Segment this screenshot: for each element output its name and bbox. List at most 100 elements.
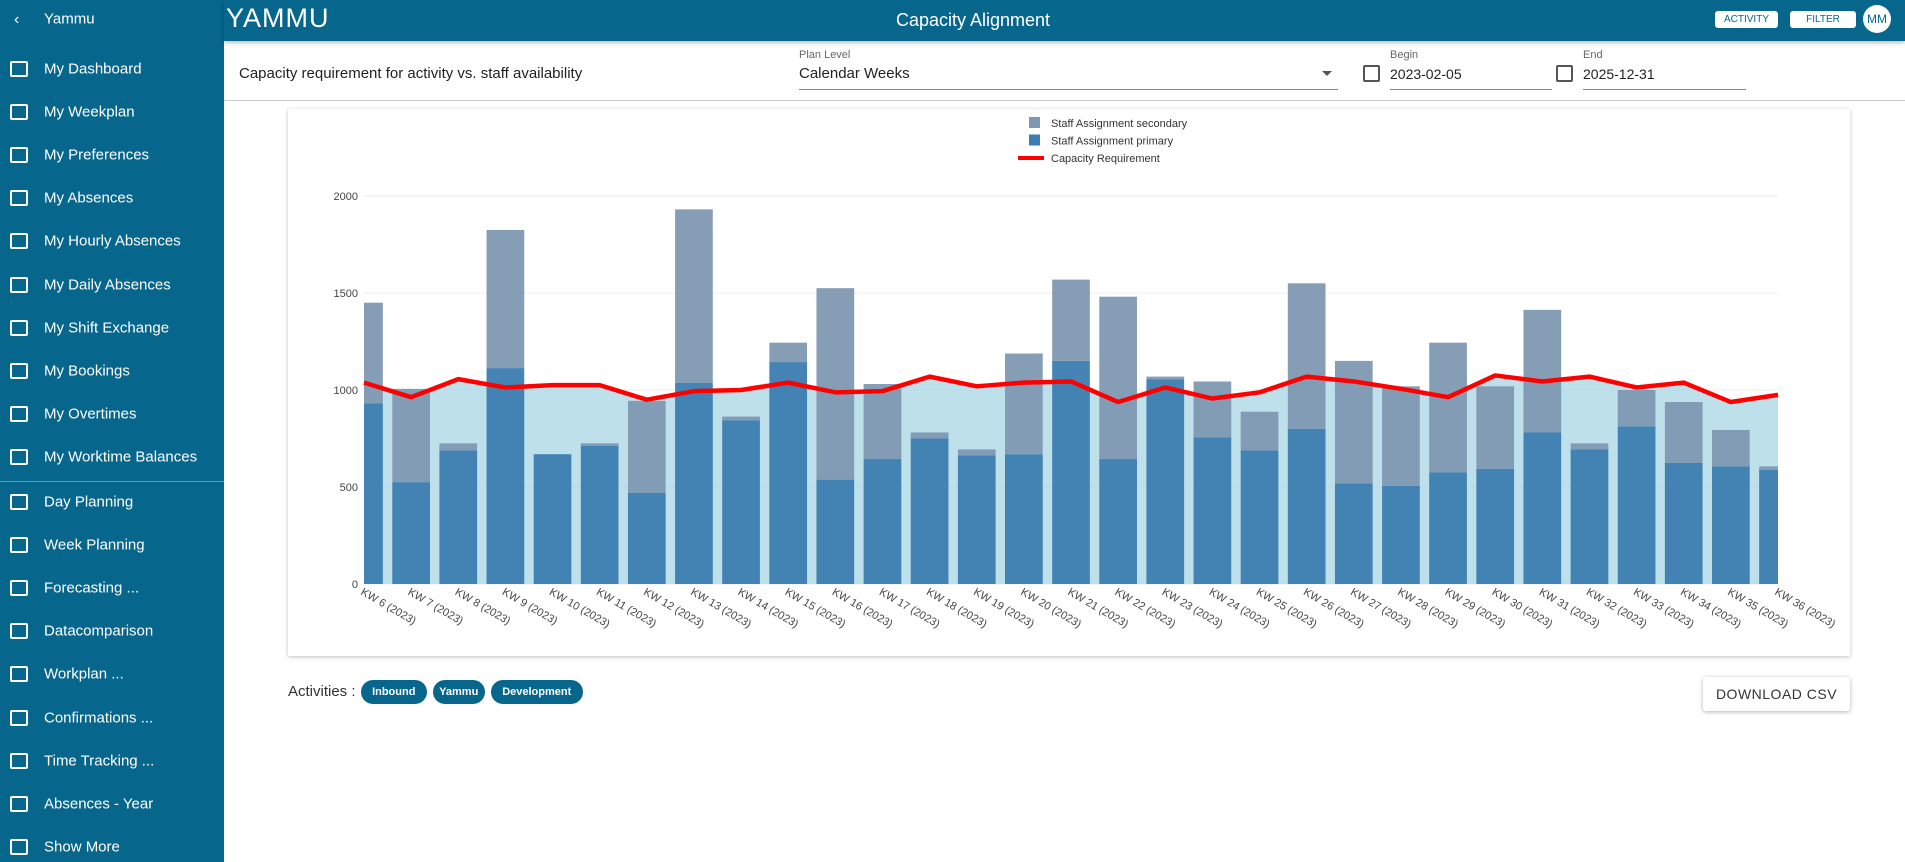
menu-item[interactable]: My Absences <box>44 190 133 207</box>
menu-item[interactable]: My Worktime Balances <box>44 448 197 465</box>
calendar-icon[interactable] <box>1556 65 1573 82</box>
menu-item[interactable]: My Hourly Absences <box>44 233 181 250</box>
dropdown-arrow[interactable] <box>1322 71 1332 76</box>
bar <box>1146 379 1184 584</box>
bar <box>1288 429 1326 584</box>
menu-item[interactable]: My Daily Absences <box>44 276 171 293</box>
bar <box>722 420 760 584</box>
bar <box>1288 283 1326 429</box>
end-label: End <box>1583 49 1603 61</box>
menu-icon <box>10 666 28 682</box>
bar <box>722 417 760 421</box>
sidebar-title: Yammu <box>44 11 95 28</box>
end-value[interactable]: 2025-12-31 <box>1583 66 1655 82</box>
menu-icon <box>10 406 28 422</box>
menu-item[interactable]: Forecasting ... <box>44 580 139 597</box>
bar <box>1241 451 1279 584</box>
menu-item[interactable]: My Bookings <box>44 362 130 379</box>
bar <box>1665 463 1703 584</box>
bar <box>675 383 713 584</box>
menu-item[interactable]: My Shift Exchange <box>44 319 169 336</box>
begin-underline <box>1390 89 1552 90</box>
begin-label: Begin <box>1390 49 1418 61</box>
bar <box>769 362 807 584</box>
menu-icon <box>10 277 28 293</box>
menu-icon <box>10 147 28 163</box>
menu-item[interactable]: My Dashboard <box>44 61 142 78</box>
back-chevron[interactable]: ‹ <box>14 11 19 29</box>
sidebar-divider <box>0 481 224 482</box>
bar <box>1618 426 1656 584</box>
bar <box>1618 390 1656 426</box>
legend-swatch <box>1029 117 1040 128</box>
bar <box>816 480 854 584</box>
plan-level-value[interactable]: Calendar Weeks <box>799 65 910 82</box>
avatar[interactable]: MM <box>1863 5 1891 33</box>
menu-item[interactable]: Workplan ... <box>44 666 124 683</box>
menu-icon <box>10 623 28 639</box>
description: Capacity requirement for activity vs. st… <box>239 65 582 82</box>
activity-chip[interactable]: Development <box>491 680 583 704</box>
bar <box>1476 386 1514 468</box>
bar <box>864 384 902 459</box>
menu-icon <box>10 190 28 206</box>
bar <box>1476 469 1514 584</box>
activity-chip[interactable]: Inbound <box>361 680 427 704</box>
menu-icon <box>10 233 28 249</box>
bar <box>1382 386 1420 486</box>
menu-item[interactable]: Absences - Year <box>44 795 153 812</box>
bar <box>439 443 477 450</box>
filter-button[interactable]: FILTER <box>1790 11 1856 28</box>
plot-area <box>345 209 1797 584</box>
legend-label: Staff Assignment primary <box>1051 136 1174 148</box>
download-csv-button[interactable]: DOWNLOAD CSV <box>1703 677 1850 711</box>
bar <box>1429 472 1467 584</box>
bar <box>911 432 949 438</box>
menu-icon <box>10 449 28 465</box>
bar <box>1099 297 1137 459</box>
bar <box>1523 432 1561 584</box>
menu-item[interactable]: Show More <box>44 838 120 855</box>
y-tick-label: 500 <box>340 482 358 494</box>
bar <box>1005 454 1043 584</box>
bar <box>581 446 619 584</box>
activity-button[interactable]: ACTIVITY <box>1715 11 1778 28</box>
bar <box>1712 430 1750 466</box>
logo: YAMMU <box>226 3 330 34</box>
menu-item[interactable]: Confirmations ... <box>44 709 153 726</box>
menu-item[interactable]: My Preferences <box>44 147 149 164</box>
bar <box>534 454 572 584</box>
bar <box>1146 377 1184 380</box>
menu-icon <box>10 320 28 336</box>
calendar-icon[interactable] <box>1363 65 1380 82</box>
bar <box>958 455 996 584</box>
legend-label: Staff Assignment secondary <box>1051 118 1188 130</box>
bar <box>1759 470 1797 584</box>
menu-item[interactable]: Time Tracking ... <box>44 752 154 769</box>
begin-value[interactable]: 2023-02-05 <box>1390 66 1462 82</box>
bar <box>1335 483 1373 584</box>
chart: 0500100015002000KW 6 (2023)KW 7 (2023)KW… <box>288 109 1850 656</box>
bar <box>487 230 525 368</box>
bar <box>816 288 854 479</box>
bar <box>1052 361 1090 584</box>
bar <box>911 439 949 585</box>
bar <box>1665 402 1703 463</box>
bar <box>958 449 996 455</box>
menu-item[interactable]: Week Planning <box>44 537 145 554</box>
y-tick-label: 2000 <box>334 191 358 203</box>
bar <box>1571 449 1609 584</box>
activity-chip[interactable]: Yammu <box>433 680 486 704</box>
menu-item[interactable]: Day Planning <box>44 494 133 511</box>
menu-item[interactable]: My Weekplan <box>44 104 135 121</box>
bar <box>581 443 619 445</box>
bar <box>769 343 807 362</box>
menu-item[interactable]: My Overtimes <box>44 405 137 422</box>
menu-item[interactable]: Datacomparison <box>44 623 153 640</box>
bar <box>1382 486 1420 584</box>
menu-icon <box>10 61 28 77</box>
menu-icon <box>10 494 28 510</box>
